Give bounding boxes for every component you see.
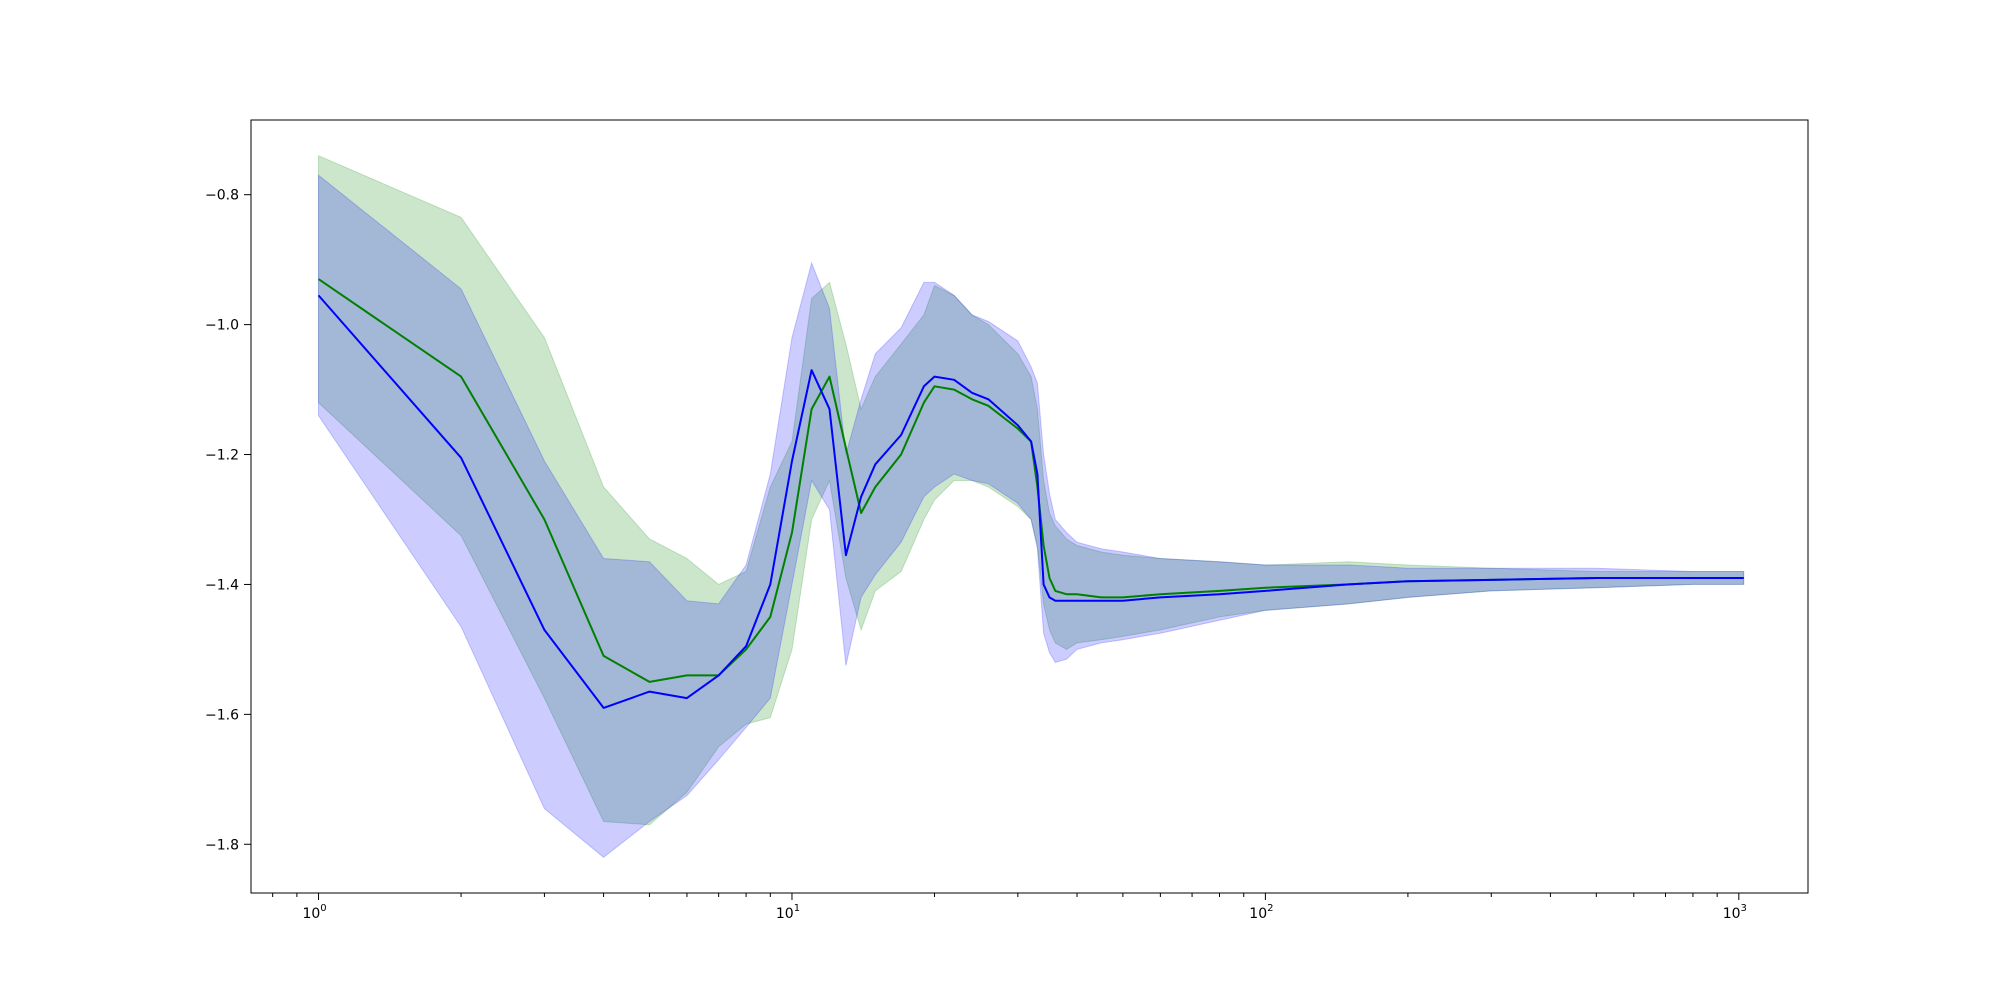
confidence-bands [318,154,1745,858]
y-tick-label: −1.8 [205,837,239,853]
band-series-2 [318,174,1745,858]
y-tick-label: −1.0 [205,318,239,334]
x-axis: 100 101 102 103 [272,893,1747,922]
y-tick-label: −1.4 [205,577,239,593]
x-tick-exponent: 0 [320,903,326,914]
x-tick-label: 101 [776,903,800,922]
y-tick-label: −0.8 [205,188,239,204]
x-tick-label: 103 [1723,903,1747,922]
line-series-1 [317,278,1744,683]
x-tick-label: 102 [1249,903,1273,922]
x-tick-base: 10 [1249,906,1267,922]
y-axis: −0.8 −1.0 −1.2 −1.4 −1.6 −1.8 [205,188,251,853]
line-series-2 [317,294,1744,709]
x-tick-label: 100 [302,903,326,922]
y-tick-label: −1.2 [205,448,239,464]
x-tick-base: 10 [1723,906,1741,922]
plot-frame [250,119,1809,894]
y-tick-label: −1.6 [205,707,239,723]
x-tick-exponent: 1 [794,903,800,914]
x-tick-exponent: 2 [1267,903,1273,914]
series-lines [317,278,1744,709]
band-series-1 [318,154,1745,826]
x-tick-exponent: 3 [1741,903,1747,914]
x-tick-base: 10 [776,906,794,922]
x-tick-base: 10 [302,906,320,922]
